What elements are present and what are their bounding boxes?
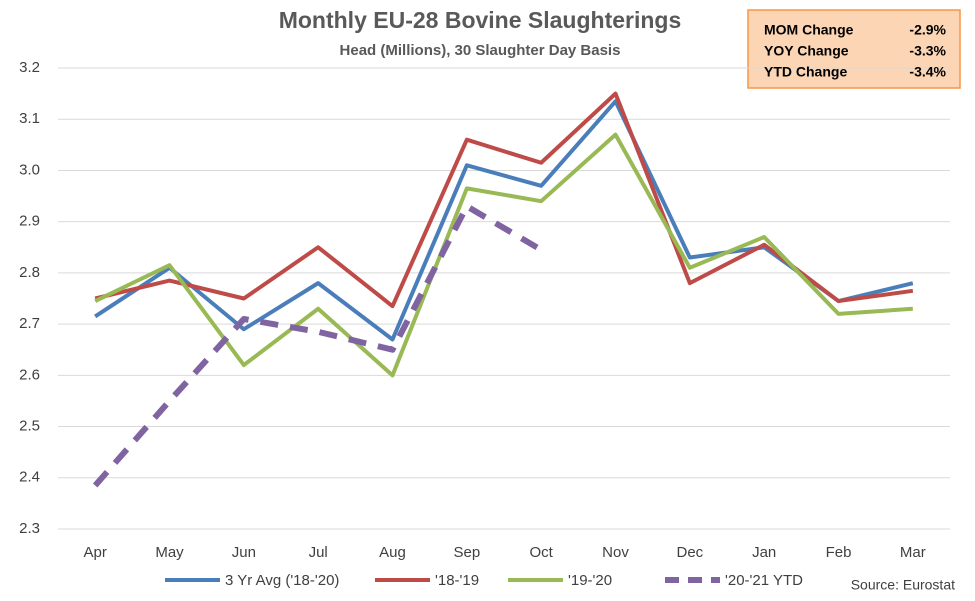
x-tick-label: Mar [900, 544, 926, 561]
x-tick-label: May [155, 544, 184, 561]
chart-subtitle: Head (Millions), 30 Slaughter Day Basis [340, 42, 621, 59]
summary-label: MOM Change [764, 22, 854, 38]
legend-label: 3 Yr Avg ('18-'20) [225, 572, 339, 589]
y-tick-label: 2.6 [19, 366, 40, 383]
x-tick-label: Apr [83, 544, 106, 561]
series-line [94, 91, 914, 309]
legend-label: '20-'21 YTD [725, 572, 803, 589]
y-tick-label: 3.1 [19, 110, 40, 127]
x-tick-label: Aug [379, 544, 406, 561]
summary-value: -3.4% [909, 64, 946, 80]
series-line [94, 99, 914, 342]
x-tick-label: Oct [529, 544, 553, 561]
summary-value: -2.9% [909, 22, 946, 38]
y-tick-label: 2.7 [19, 315, 40, 332]
y-tick-label: 2.3 [19, 520, 40, 537]
y-tick-label: 2.4 [19, 469, 40, 486]
summary-value: -3.3% [909, 43, 946, 59]
y-tick-label: 2.8 [19, 264, 40, 281]
summary-label: YTD Change [764, 64, 847, 80]
y-tick-label: 2.5 [19, 418, 40, 435]
y-tick-label: 3.2 [19, 59, 40, 76]
x-tick-label: Feb [826, 544, 852, 561]
x-tick-label: Jan [752, 544, 776, 561]
summary-box [747, 9, 961, 89]
summary-label: YOY Change [764, 43, 849, 59]
y-tick-label: 3.0 [19, 161, 40, 178]
y-tick-label: 2.9 [19, 213, 40, 230]
chart-title: Monthly EU-28 Bovine Slaughterings [279, 7, 682, 33]
series-line [94, 132, 913, 378]
x-tick-label: Sep [453, 544, 480, 561]
x-tick-label: Jul [309, 544, 328, 561]
legend-label: '19-'20 [568, 572, 612, 589]
x-tick-label: Nov [602, 544, 629, 561]
source: Source: Eurostat [851, 577, 955, 593]
x-tick-label: Jun [232, 544, 256, 561]
x-tick-label: Dec [676, 544, 703, 561]
legend-label: '18-'19 [435, 572, 479, 589]
